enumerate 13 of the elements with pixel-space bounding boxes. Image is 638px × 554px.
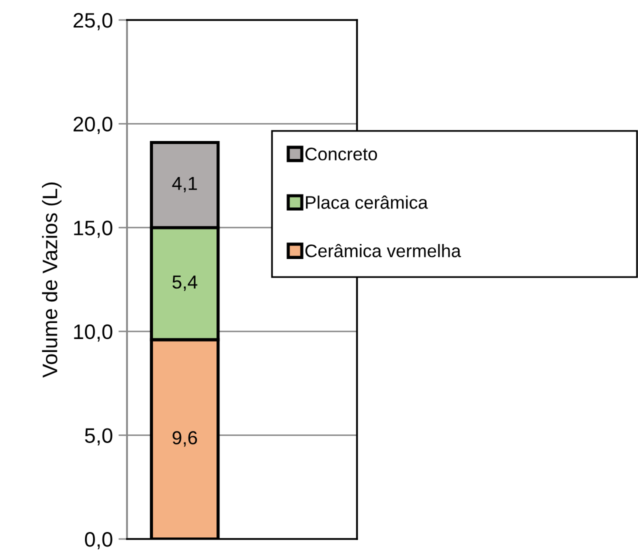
y-tick-label: 0,0 (84, 532, 112, 550)
y-tick-label: 5,0 (84, 428, 112, 446)
legend-label: Placa cerâmica (306, 196, 428, 209)
y-tick-label: 20,0 (74, 116, 112, 134)
y-tick-label: 15,0 (74, 220, 112, 238)
data-label: 9,6 (172, 431, 197, 447)
legend-label: Concreto (305, 148, 378, 160)
y-tick-label: 10,0 (74, 324, 112, 342)
y-axis-title: Volume de Vazios (L) (42, 182, 62, 378)
y-tick-label: 25,0 (74, 13, 112, 30)
data-label: 4,1 (172, 176, 197, 192)
data-label: 5,4 (172, 276, 198, 291)
legend-label: Cerâmica vermelha (305, 244, 462, 258)
